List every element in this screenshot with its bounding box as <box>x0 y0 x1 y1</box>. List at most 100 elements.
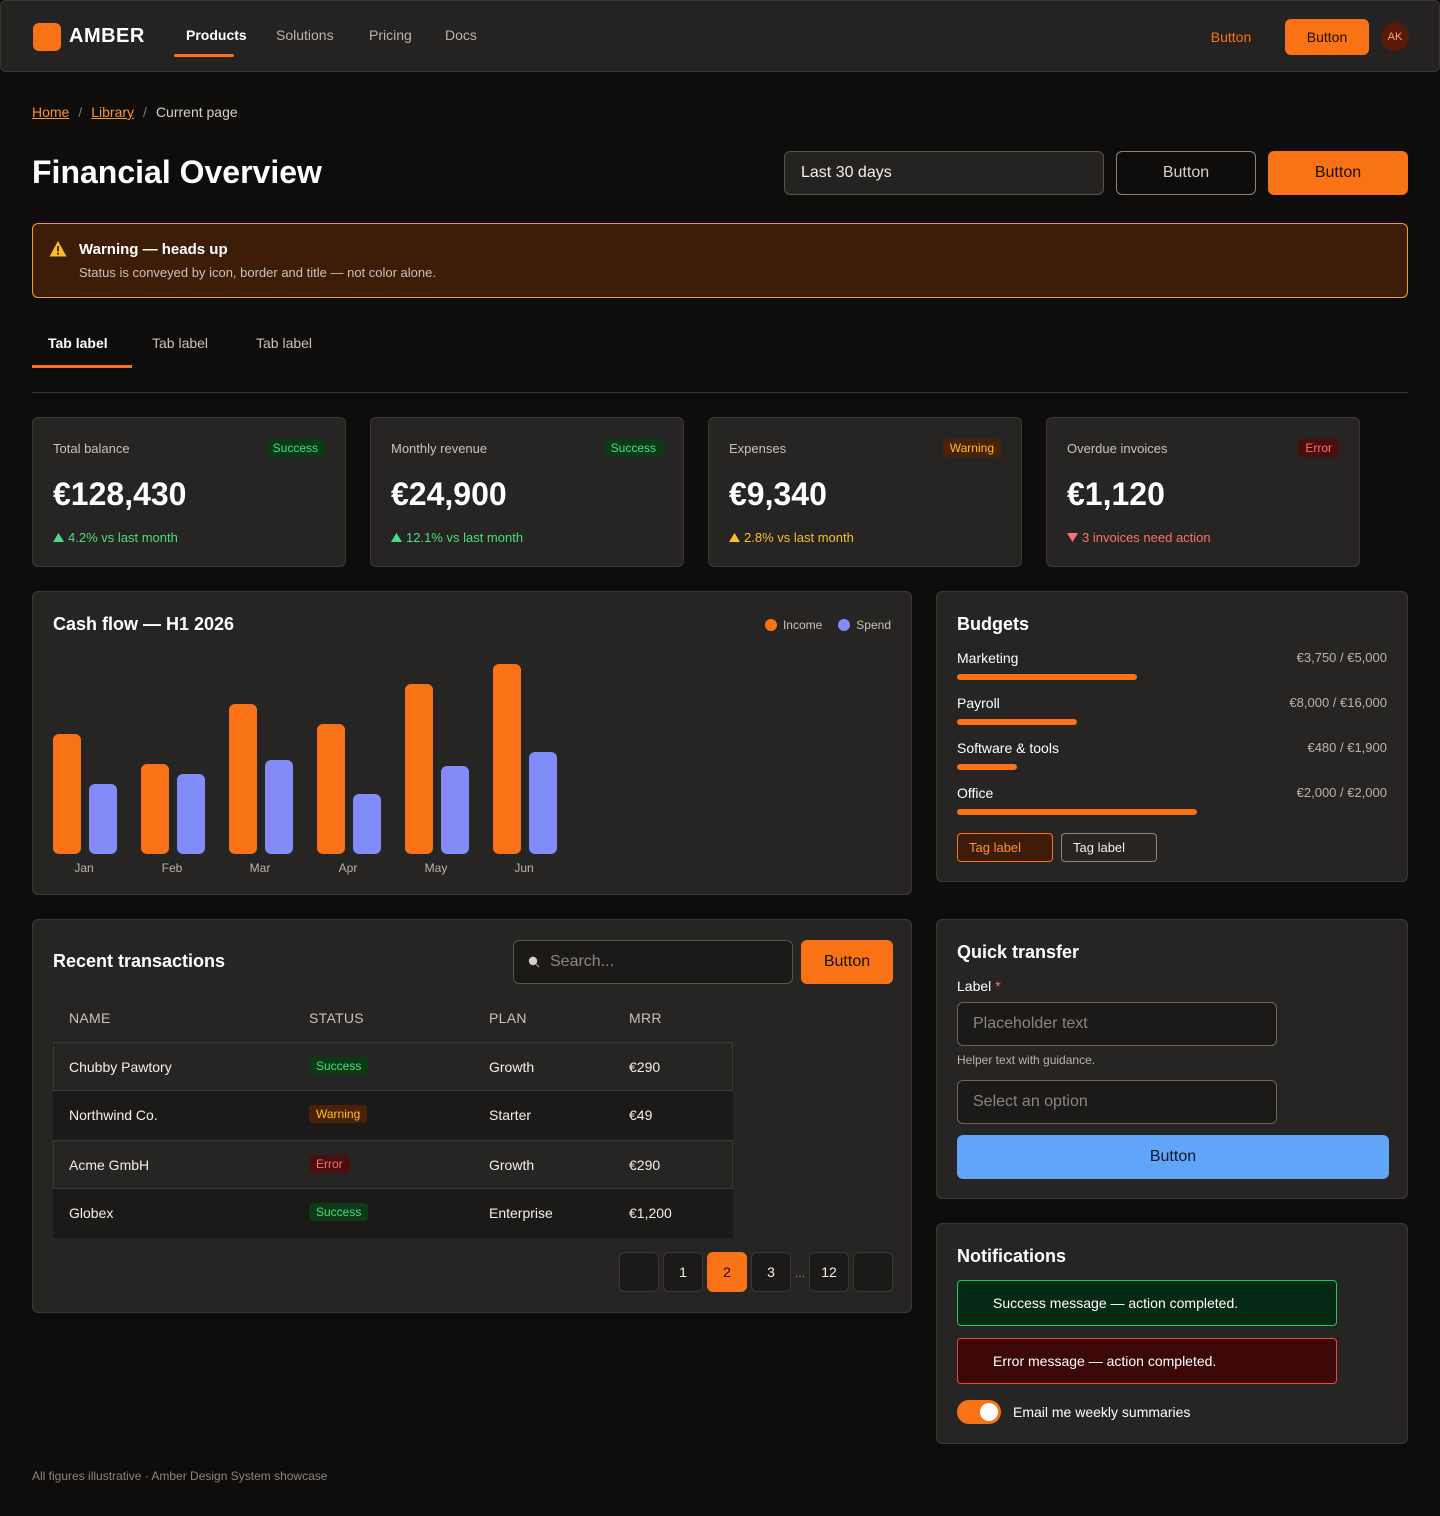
pagination-page[interactable]: 1 <box>663 1252 703 1292</box>
x-tick-label: May <box>425 861 448 875</box>
avatar[interactable]: AK <box>1381 23 1409 51</box>
kpi-delta-text: 4.2% vs last month <box>68 530 178 545</box>
warning-triangle-icon <box>49 241 67 257</box>
nav-link-docs[interactable]: Docs <box>445 27 477 43</box>
weekly-summary-toggle[interactable] <box>957 1400 1001 1424</box>
budget-label: Software & tools <box>957 740 1059 756</box>
logo-mark <box>33 23 61 51</box>
breadcrumb-library[interactable]: Library <box>91 104 135 120</box>
status-badge: Error <box>309 1155 350 1173</box>
kpi-value: €9,340 <box>729 476 827 512</box>
breadcrumb-separator: / <box>78 104 83 120</box>
budget-value: €2,000 / €2,000 <box>1296 785 1387 800</box>
nav-link-solutions[interactable]: Solutions <box>276 27 334 43</box>
pagination-prev[interactable] <box>619 1252 659 1292</box>
tab-active-indicator <box>32 365 132 368</box>
legend-swatch <box>838 619 851 631</box>
bar-spend-jun <box>529 752 557 854</box>
breadcrumb-current: Current page <box>155 104 238 120</box>
helper-text: Helper text with guidance. <box>957 1053 1096 1067</box>
nav-link-pricing[interactable]: Pricing <box>369 27 412 43</box>
status-badge: Warning <box>942 439 1001 457</box>
banner-text: Status is conveyed by icon, border and t… <box>79 265 436 280</box>
search-input[interactable] <box>550 953 770 971</box>
nav-primary-button[interactable]: Button <box>1285 19 1369 55</box>
transfer-select[interactable]: Select an option <box>957 1080 1277 1124</box>
kpi-card-total-balance: Total balance Success €128,430 4.2% vs l… <box>32 417 346 567</box>
footer-note: All figures illustrative · Amber Design … <box>32 1469 328 1483</box>
bar-spend-apr <box>353 794 381 854</box>
nav-active-indicator <box>174 54 234 57</box>
top-nav: AMBER Products Solutions Pricing Docs Bu… <box>0 0 1440 72</box>
legend-label: Income <box>782 618 823 632</box>
bar-spend-may <box>441 766 469 854</box>
header-primary-button[interactable]: Button <box>1268 151 1408 195</box>
tab-3[interactable]: Tab label <box>256 335 313 351</box>
cell-name: Chubby Pawtory <box>69 1059 172 1075</box>
breadcrumb-separator: / <box>143 104 147 120</box>
budget-label: Office <box>957 785 994 801</box>
kpi-card-overdue-invoices: Overdue invoices Error €1,120 3 invoices… <box>1046 417 1360 567</box>
nav-ghost-button[interactable]: Button <box>1210 29 1252 45</box>
table-row[interactable]: Northwind Co. Warning Starter €49 <box>53 1091 733 1140</box>
kpi-delta: 2.8% vs last month <box>729 530 854 545</box>
column-header-status[interactable]: STATUS <box>309 1010 364 1026</box>
table-row[interactable]: Chubby Pawtory Success Growth €290 <box>53 1042 733 1091</box>
transfer-submit-button[interactable]: Button <box>957 1135 1389 1179</box>
cell-name: Acme GmbH <box>69 1157 150 1173</box>
header-outline-button[interactable]: Button <box>1116 151 1256 195</box>
column-header-mrr[interactable]: MRR <box>629 1010 662 1026</box>
cash-flow-card: Cash flow — H1 2026 Income Spend Jan Feb M… <box>32 591 912 895</box>
toggle-label: Email me weekly summaries <box>1013 1404 1191 1420</box>
cell-mrr: €1,200 <box>629 1205 672 1221</box>
kpi-delta-text: 3 invoices need action <box>1082 530 1211 545</box>
kpi-delta-text: 2.8% vs last month <box>744 530 854 545</box>
budget-value: €3,750 / €5,000 <box>1296 650 1387 665</box>
budgets-title: Budgets <box>957 614 1029 634</box>
x-tick-label: Jan <box>74 861 93 875</box>
budget-bar <box>957 674 1137 680</box>
trend-up-icon <box>729 533 740 542</box>
chart-legend: Income Spend <box>764 618 891 632</box>
field-label-text: Label <box>957 978 992 994</box>
error-toast: Error message — action completed. <box>957 1338 1337 1384</box>
nav-link-products[interactable]: Products <box>186 27 247 43</box>
transactions-button[interactable]: Button <box>801 940 893 984</box>
kpi-delta: 3 invoices need action <box>1067 530 1211 545</box>
cell-name: Globex <box>69 1205 114 1221</box>
legend-label: Spend <box>856 618 891 632</box>
tab-1[interactable]: Tab label <box>48 335 108 351</box>
cell-mrr: €49 <box>629 1107 653 1123</box>
cell-plan: Enterprise <box>489 1205 553 1221</box>
pagination-page-current[interactable]: 2 <box>707 1252 747 1292</box>
pagination-ellipsis: ... <box>795 1266 806 1280</box>
tag-selected[interactable]: Tag label <box>957 833 1053 862</box>
transactions-card: Recent transactions Button NAME STATUS P… <box>32 919 912 1313</box>
transfer-text-input[interactable] <box>957 1002 1277 1046</box>
legend-item-spend: Spend <box>838 618 891 632</box>
bar-income-may <box>405 684 433 854</box>
breadcrumb: Home / Library / Current page <box>32 104 238 120</box>
bar-spend-feb <box>177 774 205 854</box>
column-header-name[interactable]: NAME <box>69 1010 111 1026</box>
search-icon <box>528 956 540 968</box>
kpi-delta: 4.2% vs last month <box>53 530 178 545</box>
kpi-card-monthly-revenue: Monthly revenue Success €24,900 12.1% vs… <box>370 417 684 567</box>
table-row[interactable]: Globex Success Enterprise €1,200 <box>53 1189 733 1238</box>
x-tick-label: Mar <box>250 861 271 875</box>
tag[interactable]: Tag label <box>1061 833 1157 862</box>
budget-bar <box>957 719 1077 725</box>
pagination-next[interactable] <box>853 1252 893 1292</box>
quick-transfer-title: Quick transfer <box>957 942 1080 962</box>
table-row[interactable]: Acme GmbH Error Growth €290 <box>53 1140 733 1189</box>
date-range-select[interactable]: Last 30 days <box>784 151 1104 195</box>
bar-income-mar <box>229 704 257 854</box>
pagination-page[interactable]: 3 <box>751 1252 791 1292</box>
toggle-knob <box>980 1403 998 1421</box>
cell-name: Northwind Co. <box>69 1107 158 1123</box>
cell-plan: Starter <box>489 1107 532 1123</box>
column-header-plan[interactable]: PLAN <box>489 1010 527 1026</box>
tab-2[interactable]: Tab label <box>152 335 209 351</box>
pagination-page[interactable]: 12 <box>809 1252 849 1292</box>
breadcrumb-home[interactable]: Home <box>32 104 70 120</box>
